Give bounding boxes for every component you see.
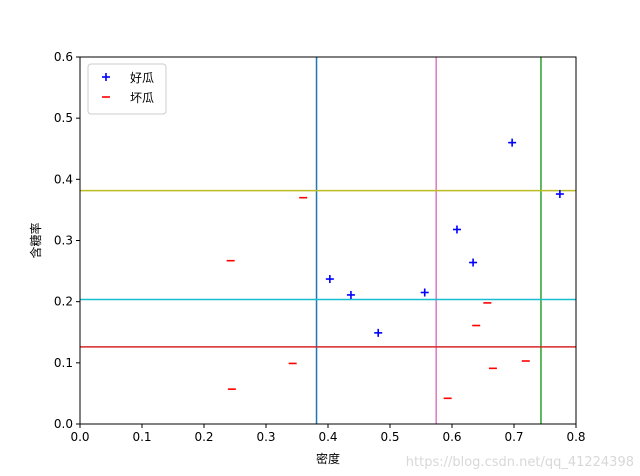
point-0-1: [555, 190, 564, 199]
x-tick-label: 0.2: [194, 430, 213, 444]
x-tick-label: 0.6: [442, 430, 461, 444]
plot-area: [80, 57, 576, 424]
legend-label-1: 坏瓜: [130, 91, 154, 105]
x-axis-label: 密度: [316, 451, 340, 466]
x-tick-label: 0.3: [256, 430, 275, 444]
point-0-2: [469, 258, 478, 267]
point-0-7: [346, 290, 355, 299]
y-tick-label: 0.2: [54, 295, 73, 309]
y-tick-label: 0.4: [54, 172, 73, 186]
point-0-0: [508, 138, 517, 147]
y-axis-label: 含糖率: [28, 222, 43, 258]
y-tick-label: 0.1: [54, 356, 73, 370]
x-tick-label: 0.8: [566, 430, 585, 444]
y-tick-label: 0.0: [54, 417, 73, 431]
legend-box: [87, 63, 167, 115]
legend-label-0: 好瓜: [130, 71, 154, 85]
y-tick-label: 0.3: [54, 234, 73, 248]
watermark: https://blog.csdn.net/qq_41224398: [405, 455, 634, 470]
point-0-5: [325, 275, 334, 284]
x-tick-label: 0.0: [70, 430, 89, 444]
x-tick-label: 0.5: [380, 430, 399, 444]
point-0-4: [420, 288, 429, 297]
x-tick-label: 0.4: [318, 430, 337, 444]
legend-marker-0: [102, 73, 110, 81]
x-tick-label: 0.1: [132, 430, 151, 444]
y-tick-label: 0.5: [54, 111, 73, 125]
point-0-6: [374, 328, 383, 337]
y-tick-label: 0.6: [54, 50, 73, 64]
point-0-3: [452, 225, 461, 234]
x-tick-label: 0.7: [504, 430, 523, 444]
